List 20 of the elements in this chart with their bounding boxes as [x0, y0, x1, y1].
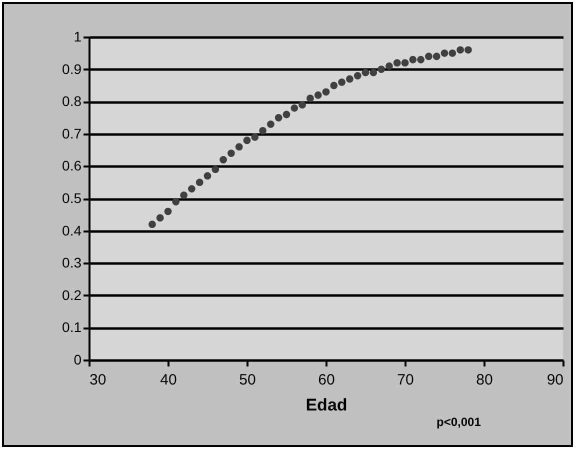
y-tick-label: 0.5	[62, 190, 82, 206]
y-tick-label: 0.9	[62, 60, 82, 77]
x-tick-label: 90	[546, 372, 564, 388]
y-tick-label: 0.7	[62, 125, 82, 142]
y-tick-label: 0.2	[62, 286, 82, 303]
text: p<0,001	[436, 415, 482, 429]
x-tick-label: 40	[160, 372, 177, 388]
x-tick-label: 50	[239, 372, 256, 388]
y-tick-label: 0.1	[62, 319, 82, 336]
y-tick-label: 0.6	[62, 158, 82, 174]
x-tick-label: 80	[476, 372, 493, 388]
y-tick-label: 1	[74, 28, 82, 44]
x-tick-label: 60	[318, 372, 335, 388]
x-tick-label: 30	[90, 372, 106, 388]
y-tick-label: 0	[74, 352, 82, 368]
y-tick-label: 0.3	[62, 254, 82, 271]
x-tick-label: 70	[397, 372, 414, 388]
y-tick-label: 0.4	[62, 222, 82, 238]
y-tick-label: 0.8	[62, 93, 82, 110]
x-axis-title: Edad	[306, 396, 348, 414]
